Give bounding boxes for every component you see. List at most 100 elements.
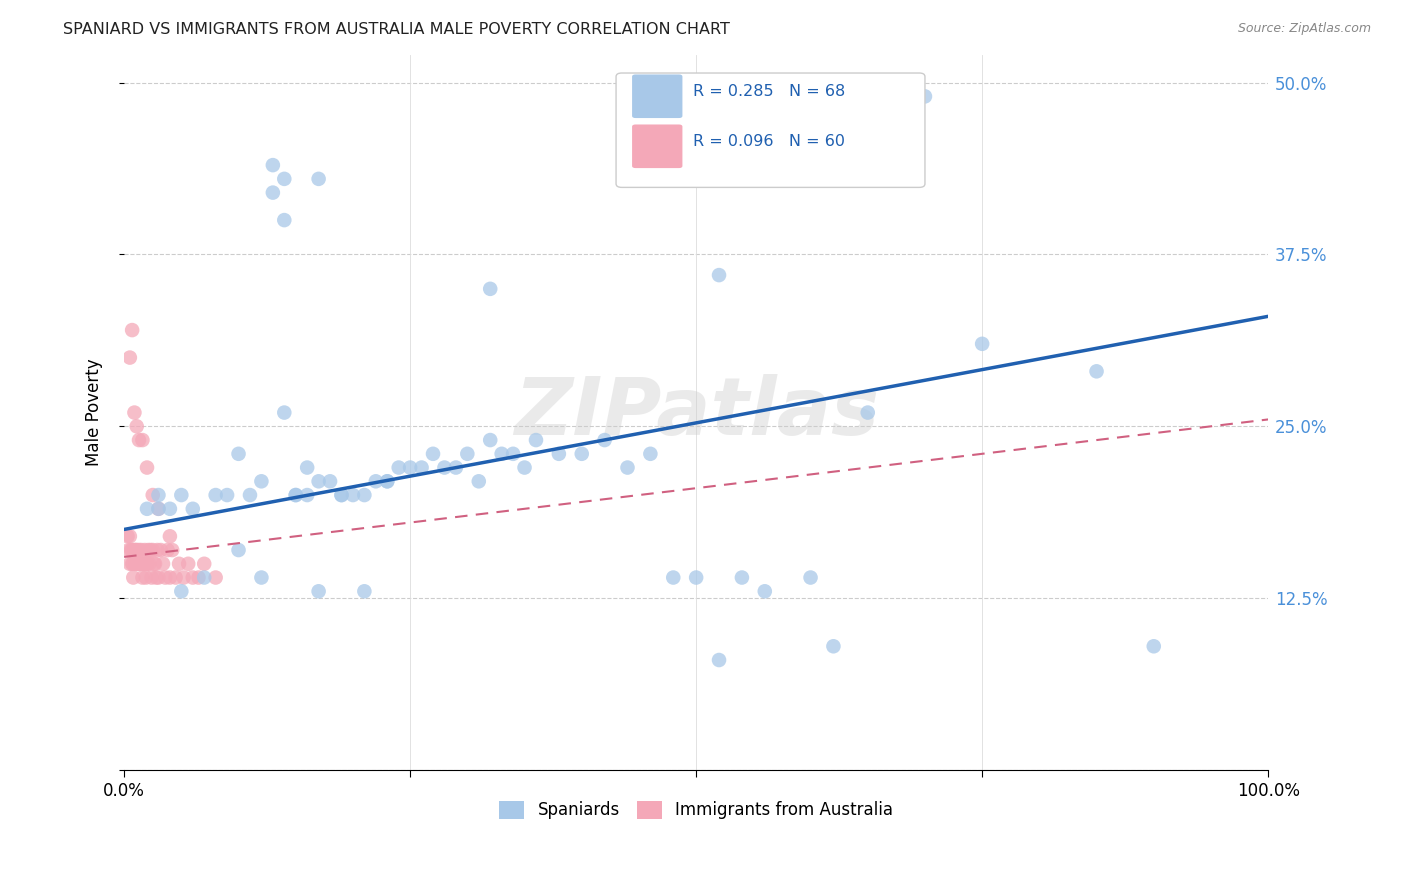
Text: SPANIARD VS IMMIGRANTS FROM AUSTRALIA MALE POVERTY CORRELATION CHART: SPANIARD VS IMMIGRANTS FROM AUSTRALIA MA… xyxy=(63,22,730,37)
FancyBboxPatch shape xyxy=(633,74,682,118)
Point xyxy=(128,543,150,558)
Point xyxy=(707,268,730,282)
Point xyxy=(616,460,638,475)
Point xyxy=(228,543,250,558)
Point xyxy=(342,488,364,502)
Point xyxy=(141,570,163,584)
Point xyxy=(513,460,536,475)
Point xyxy=(353,488,375,502)
Point xyxy=(131,570,153,584)
Point xyxy=(122,557,145,571)
Point xyxy=(685,570,707,584)
Point xyxy=(127,557,149,571)
Point xyxy=(491,447,513,461)
Point xyxy=(273,213,295,227)
Point xyxy=(139,543,162,558)
Point xyxy=(640,447,662,461)
Point xyxy=(399,460,422,475)
Point xyxy=(308,584,330,599)
Point xyxy=(319,475,342,489)
Point xyxy=(754,584,776,599)
Point xyxy=(262,158,284,172)
Point xyxy=(330,488,353,502)
Point xyxy=(129,557,152,571)
Point xyxy=(228,447,250,461)
Point xyxy=(193,570,215,584)
Point xyxy=(502,447,524,461)
Point xyxy=(444,460,467,475)
Point xyxy=(134,557,156,571)
Point xyxy=(353,584,375,599)
Point xyxy=(148,501,170,516)
Point xyxy=(1085,364,1108,378)
Point xyxy=(284,488,307,502)
Point xyxy=(138,557,160,571)
FancyBboxPatch shape xyxy=(633,125,682,168)
Point xyxy=(148,570,170,584)
Point xyxy=(273,406,295,420)
Point xyxy=(159,529,181,543)
Point xyxy=(136,557,159,571)
Point xyxy=(124,543,146,558)
Point xyxy=(132,557,155,571)
Point xyxy=(136,543,159,558)
Point xyxy=(823,640,845,654)
Point xyxy=(117,529,139,543)
Point xyxy=(124,543,146,558)
Text: R = 0.285   N = 68: R = 0.285 N = 68 xyxy=(693,84,845,99)
Point xyxy=(121,323,143,337)
Point xyxy=(134,543,156,558)
Point xyxy=(193,557,215,571)
Point xyxy=(136,557,159,571)
Point xyxy=(204,570,226,584)
Point xyxy=(155,570,177,584)
Point xyxy=(433,460,456,475)
Point xyxy=(142,488,165,502)
Point xyxy=(167,557,190,571)
Point xyxy=(152,557,174,571)
Point xyxy=(165,570,187,584)
Point xyxy=(127,557,149,571)
Point xyxy=(295,460,318,475)
Point xyxy=(131,433,153,447)
Point xyxy=(146,543,169,558)
Text: ZIPatlas: ZIPatlas xyxy=(513,374,879,451)
Legend: Spaniards, Immigrants from Australia: Spaniards, Immigrants from Australia xyxy=(492,794,900,826)
Point xyxy=(136,460,159,475)
Point xyxy=(124,406,146,420)
Point xyxy=(128,433,150,447)
Point xyxy=(159,501,181,516)
Point xyxy=(120,543,142,558)
Point xyxy=(125,419,148,434)
Point xyxy=(524,433,547,447)
Point xyxy=(330,488,353,502)
Point xyxy=(972,336,994,351)
Text: Source: ZipAtlas.com: Source: ZipAtlas.com xyxy=(1237,22,1371,36)
Point xyxy=(118,557,141,571)
Point xyxy=(124,557,146,571)
Point xyxy=(250,570,273,584)
Point xyxy=(250,475,273,489)
Point xyxy=(273,172,295,186)
Point xyxy=(799,570,821,584)
Point xyxy=(731,570,754,584)
Point xyxy=(121,557,143,571)
Point xyxy=(118,529,141,543)
Text: R = 0.096   N = 60: R = 0.096 N = 60 xyxy=(693,134,845,149)
Point xyxy=(173,570,195,584)
FancyBboxPatch shape xyxy=(616,73,925,187)
Point xyxy=(129,543,152,558)
Point xyxy=(135,570,157,584)
Point xyxy=(479,282,502,296)
Point xyxy=(479,433,502,447)
Point xyxy=(156,543,179,558)
Point xyxy=(148,501,170,516)
Point xyxy=(181,501,204,516)
Point xyxy=(262,186,284,200)
Point xyxy=(1143,640,1166,654)
Y-axis label: Male Poverty: Male Poverty xyxy=(86,359,103,467)
Point xyxy=(187,570,209,584)
Point xyxy=(468,475,491,489)
Point xyxy=(571,447,593,461)
Point xyxy=(217,488,239,502)
